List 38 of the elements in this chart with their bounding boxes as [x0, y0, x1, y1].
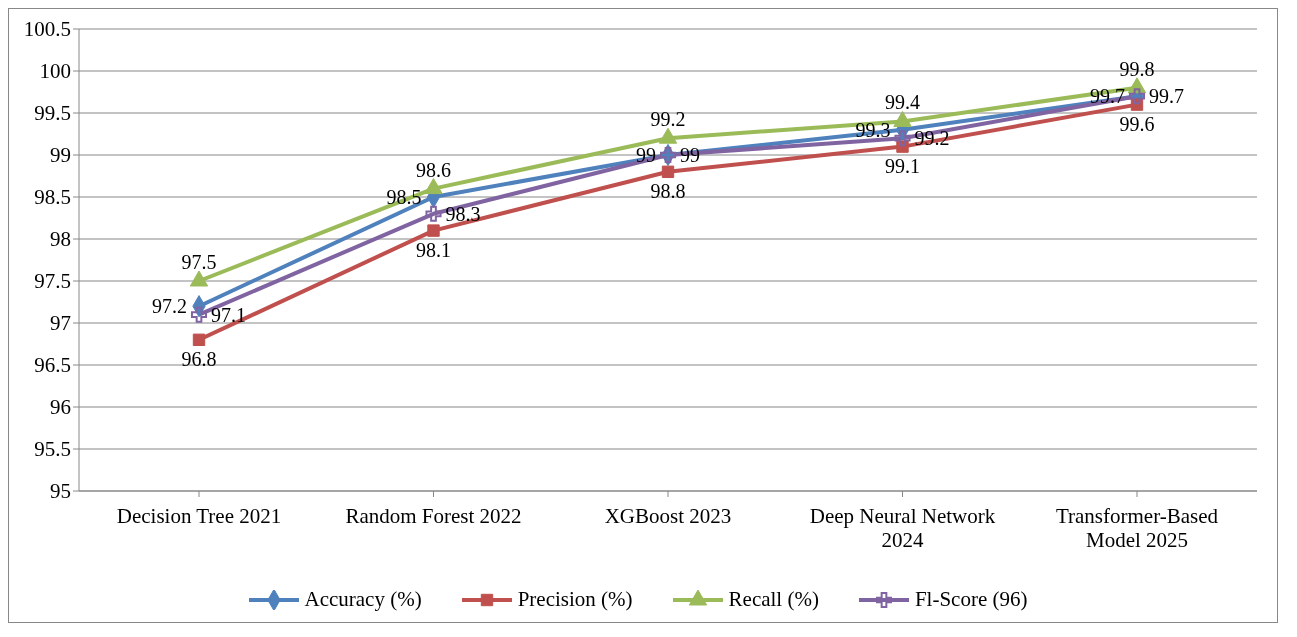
y-tick-label: 97.5: [34, 269, 71, 294]
y-tick-label: 100: [39, 59, 71, 84]
x-tick-label: Random Forest 2022: [345, 504, 522, 528]
data-label: 96.8: [181, 348, 217, 370]
data-label: 99.4: [885, 91, 920, 114]
data-label: 99.2: [650, 108, 686, 131]
data-label: 97.2: [152, 295, 187, 318]
x-tick-label: XGBoost 2023: [604, 504, 732, 528]
y-tick-label: 97: [50, 311, 71, 336]
y-tick-label: 96: [50, 395, 71, 420]
data-label: 98.3: [445, 202, 481, 225]
legend-label: Fl-Score (96): [914, 587, 1028, 612]
y-tick-label: 99: [50, 143, 71, 168]
data-label: 99: [680, 144, 700, 167]
data-label: 99.6: [1119, 112, 1155, 135]
y-tick-label: 100.5: [23, 17, 71, 42]
y-tick-label: 95.5: [34, 437, 71, 462]
data-label: 99.2: [914, 127, 950, 150]
data-label: 99.1: [885, 154, 920, 177]
data-label: 98.8: [650, 180, 686, 202]
data-label: 99.7: [1090, 85, 1125, 108]
y-tick-label: 98.5: [34, 185, 71, 210]
y-tick-label: 99.5: [34, 101, 71, 126]
data-label: 99.8: [1119, 57, 1155, 80]
x-tick-label: Transformer-Based Model 2025: [1055, 504, 1219, 552]
legend-label: Recall (%): [728, 587, 819, 612]
y-tick-label: 96.5: [34, 353, 71, 378]
data-label: 99.7: [1149, 85, 1184, 108]
legend-label: Precision (%): [517, 587, 633, 612]
data-label: 97.1: [211, 303, 246, 326]
legend-label: Accuracy (%): [304, 587, 422, 612]
data-label: 98.1: [416, 238, 451, 261]
y-tick-label: 95: [50, 479, 71, 504]
data-label: 97.5: [181, 251, 217, 273]
y-tick-label: 98: [50, 227, 71, 252]
data-label: 98.6: [416, 158, 451, 181]
x-tick-label: Decision Tree 2021: [116, 504, 282, 528]
x-tick-label: Deep Neural Network 2024: [809, 504, 996, 552]
